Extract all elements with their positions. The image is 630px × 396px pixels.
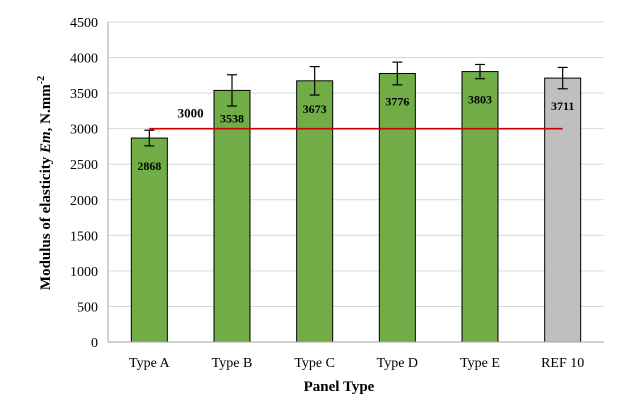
- reference-line-label: 3000: [178, 106, 204, 121]
- x-category-label: Type D: [377, 356, 418, 371]
- y-tick-label: 1000: [70, 265, 98, 280]
- data-label: 3803: [468, 93, 492, 107]
- bar: [544, 77, 582, 343]
- bars: [130, 71, 582, 343]
- x-category-label: Type A: [129, 356, 171, 371]
- x-axis-title: Panel Type: [304, 379, 375, 395]
- y-axis-title-symbol: Em: [38, 131, 54, 154]
- reference-line-group: 3000: [149, 106, 563, 130]
- data-labels: 2868 3538 3673 3776 3803 3711: [137, 93, 574, 173]
- y-tick-label: 3000: [70, 123, 98, 138]
- bar: [130, 137, 168, 343]
- data-label: 3711: [551, 99, 574, 113]
- x-category-label: REF 10: [541, 356, 584, 371]
- bar: [461, 71, 499, 343]
- axes: [107, 22, 604, 343]
- y-tick-label: 4500: [70, 16, 98, 31]
- gridlines: [108, 21, 604, 307]
- x-category-label: Type E: [460, 356, 500, 371]
- x-axis-categories: Type A Type B Type C Type D Type E REF 10: [129, 356, 584, 371]
- y-tick-label: 1500: [70, 229, 98, 244]
- y-tick-label: 4000: [70, 52, 98, 67]
- data-label: 3673: [303, 102, 327, 116]
- data-label: 3776: [385, 94, 409, 108]
- x-category-label: Type B: [212, 356, 253, 371]
- y-axis-title: Modulus of elasticity Em, N.mm-2: [36, 76, 54, 290]
- y-tick-label: 2500: [70, 158, 98, 173]
- x-category-label: Type C: [294, 356, 335, 371]
- error-bars: [144, 61, 568, 147]
- y-axis-title-prefix: Modulus of elasticity: [38, 153, 54, 290]
- y-axis-title-exponent: -2: [36, 76, 47, 84]
- y-tick-label: 0: [91, 336, 98, 351]
- y-tick-label: 500: [77, 300, 98, 315]
- y-tick-label: 2000: [70, 194, 98, 209]
- y-tick-label: 3500: [70, 87, 98, 102]
- bar: [378, 72, 416, 343]
- data-label: 2868: [137, 159, 161, 173]
- bar: [296, 80, 334, 343]
- y-axis-ticks: 0 500 1000 1500 2000 2500 3000 3500 4000 4500: [70, 16, 98, 351]
- data-label: 3538: [220, 111, 244, 125]
- y-axis-title-unit: , N.mm: [38, 84, 54, 132]
